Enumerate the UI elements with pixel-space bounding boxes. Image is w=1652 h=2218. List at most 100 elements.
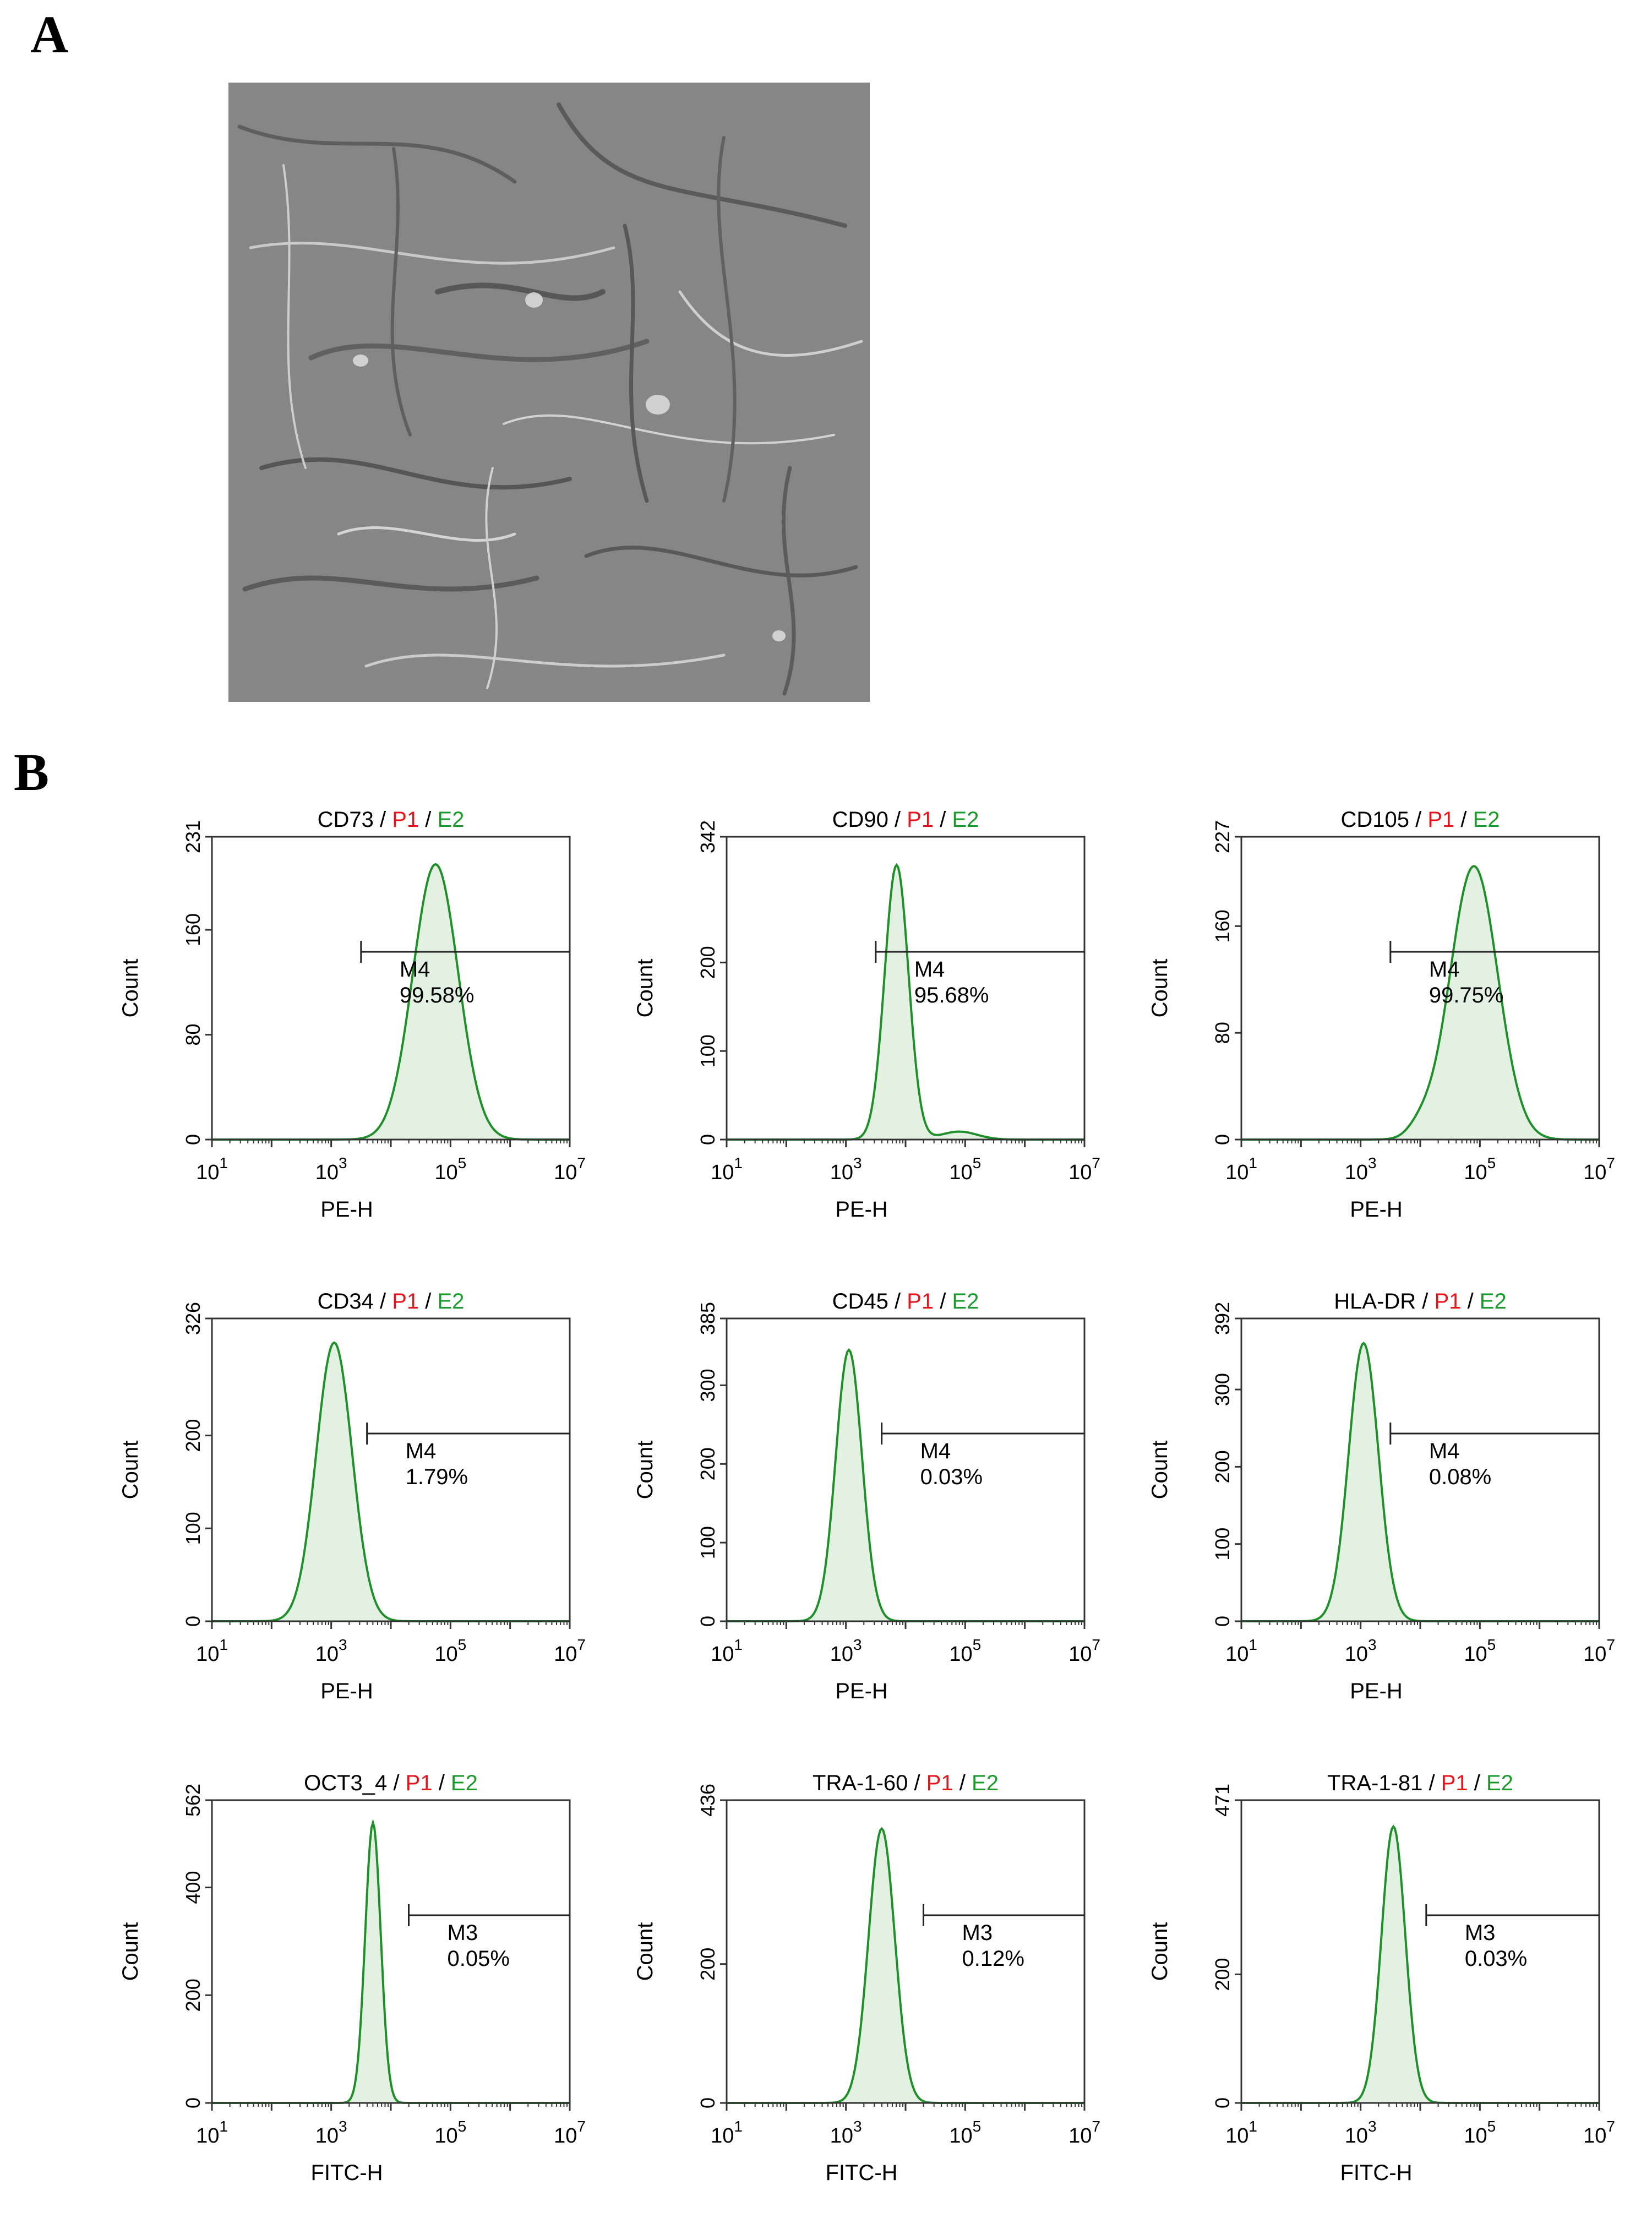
x-axis-label: PE-H bbox=[835, 1197, 888, 1222]
y-axis-label: Count bbox=[633, 1922, 657, 1981]
title-part: CD34 bbox=[318, 1289, 374, 1314]
x-tick-label: 103 bbox=[1345, 1636, 1377, 1666]
plot-title: CD45 / P1 / E2 bbox=[832, 1289, 979, 1314]
x-tick-label: 101 bbox=[1225, 1154, 1257, 1184]
x-tick-exponent: 1 bbox=[1248, 1154, 1257, 1171]
x-tick-exponent: 3 bbox=[339, 1154, 347, 1171]
y-tick-label: 342 bbox=[696, 820, 719, 853]
x-tick-label: 105 bbox=[434, 2118, 466, 2148]
x-tick-label: 105 bbox=[1464, 1154, 1496, 1184]
x-axis-label: FITC-H bbox=[1340, 2161, 1412, 2185]
x-axis-label: PE-H bbox=[1350, 1679, 1403, 1703]
x-tick-label: 103 bbox=[830, 1636, 862, 1666]
y-axis-label: Count bbox=[118, 1922, 143, 1981]
title-part: / bbox=[387, 1771, 405, 1795]
y-tick-label: 227 bbox=[1211, 820, 1234, 853]
x-tick-exponent: 1 bbox=[1248, 2118, 1257, 2135]
y-tick-label: 200 bbox=[182, 1419, 204, 1452]
x-tick-label: 107 bbox=[554, 1154, 586, 1184]
title-part: / bbox=[433, 1771, 451, 1795]
plot-frame bbox=[211, 1317, 571, 1622]
x-tick-label: 105 bbox=[949, 1154, 981, 1184]
x-tick-exponent: 1 bbox=[219, 1154, 228, 1171]
x-axis-label: FITC-H bbox=[310, 2161, 383, 2185]
x-tick-exponent: 7 bbox=[1092, 2118, 1100, 2135]
histogram-fill bbox=[727, 865, 1084, 1140]
plot-frame bbox=[1240, 836, 1600, 1141]
x-tick-label: 101 bbox=[711, 1154, 743, 1184]
gate-name: M4 bbox=[920, 1439, 951, 1463]
y-tick-label: 436 bbox=[696, 1784, 719, 1817]
y-tick-label: 0 bbox=[182, 2097, 204, 2108]
x-tick-label: 107 bbox=[1583, 1154, 1615, 1184]
gate-percent: 99.58% bbox=[400, 983, 475, 1007]
histogram-curve bbox=[212, 863, 570, 1141]
x-tick-label: 101 bbox=[1225, 1636, 1257, 1666]
y-axis-label: Count bbox=[633, 1441, 657, 1500]
y-tick-label: 300 bbox=[1211, 1373, 1234, 1406]
title-part: P1 bbox=[1427, 808, 1454, 832]
gate-percent: 0.03% bbox=[920, 1465, 983, 1489]
title-part: P1 bbox=[907, 808, 934, 832]
x-tick-label: 101 bbox=[1225, 2118, 1257, 2148]
y-tick-label: 0 bbox=[696, 1616, 719, 1627]
histogram-tra-1-81: TRA-1-81 / P1 / E2 M30.03% 0 200 471 101 103 10… bbox=[1148, 1771, 1615, 2185]
x-tick-exponent: 7 bbox=[1606, 1636, 1615, 1653]
plot-title: CD34 / P1 / E2 bbox=[318, 1289, 465, 1314]
x-tick-exponent: 7 bbox=[1092, 1636, 1100, 1653]
gate-name: M4 bbox=[1429, 1439, 1460, 1463]
title-part: / bbox=[888, 1289, 907, 1314]
x-axis-label: FITC-H bbox=[825, 2161, 897, 2185]
gate-name: M3 bbox=[962, 1921, 993, 1945]
cell-micrograph bbox=[228, 83, 870, 702]
x-tick-label: 101 bbox=[711, 1636, 743, 1666]
title-part: P1 bbox=[907, 1289, 934, 1314]
x-axis-label: PE-H bbox=[1350, 1197, 1403, 1222]
y-axis-label: Count bbox=[1148, 1441, 1172, 1500]
title-part: E2 bbox=[437, 1289, 464, 1314]
histogram-tra-1-60: TRA-1-60 / P1 / E2 M30.12% 0 200 436 101 103 10… bbox=[633, 1771, 1100, 2185]
title-part: E2 bbox=[952, 808, 979, 832]
x-tick-exponent: 3 bbox=[339, 1636, 347, 1653]
x-tick-exponent: 7 bbox=[577, 1154, 586, 1171]
gate-name: M3 bbox=[448, 1921, 478, 1945]
title-part: CD90 bbox=[832, 808, 888, 832]
title-part: TRA-1-60 bbox=[813, 1771, 908, 1795]
x-tick-label: 107 bbox=[554, 1636, 586, 1666]
histogram-fill bbox=[212, 1823, 570, 2103]
plot-frame bbox=[211, 836, 571, 1141]
title-part: / bbox=[888, 808, 907, 832]
y-tick-label: 231 bbox=[182, 820, 204, 853]
title-part: P1 bbox=[392, 808, 419, 832]
plot-title: HLA-DR / P1 / E2 bbox=[1334, 1289, 1506, 1314]
gate-percent: 0.12% bbox=[962, 1947, 1024, 1971]
title-part: E2 bbox=[1480, 1289, 1507, 1314]
x-tick-exponent: 1 bbox=[734, 1636, 743, 1653]
x-tick-label: 101 bbox=[196, 1636, 228, 1666]
histogram-fill bbox=[727, 1350, 1084, 1621]
histogram-curve bbox=[212, 1818, 570, 2104]
title-part: P1 bbox=[926, 1771, 953, 1795]
x-tick-exponent: 7 bbox=[1606, 1154, 1615, 1171]
x-tick-label: 105 bbox=[434, 1154, 466, 1184]
x-axis-label: PE-H bbox=[320, 1679, 373, 1703]
x-tick-label: 103 bbox=[830, 1154, 862, 1184]
plot-title: OCT3_4 / P1 / E2 bbox=[304, 1771, 478, 1795]
plot-frame bbox=[726, 1317, 1086, 1622]
y-axis-label: Count bbox=[633, 959, 657, 1018]
x-tick-label: 105 bbox=[1464, 2118, 1496, 2148]
x-tick-exponent: 3 bbox=[1368, 1636, 1377, 1653]
x-tick-exponent: 5 bbox=[458, 2118, 467, 2135]
plot-title: CD105 / P1 / E2 bbox=[1340, 808, 1500, 832]
gate-name: M4 bbox=[400, 957, 430, 982]
x-tick-label: 101 bbox=[196, 1154, 228, 1184]
y-tick-label: 400 bbox=[182, 1871, 204, 1904]
plot-frame bbox=[1240, 1317, 1600, 1622]
y-tick-label: 0 bbox=[1211, 1134, 1234, 1145]
x-tick-exponent: 5 bbox=[973, 1636, 982, 1653]
title-part: P1 bbox=[1435, 1289, 1462, 1314]
title-part: / bbox=[953, 1771, 972, 1795]
